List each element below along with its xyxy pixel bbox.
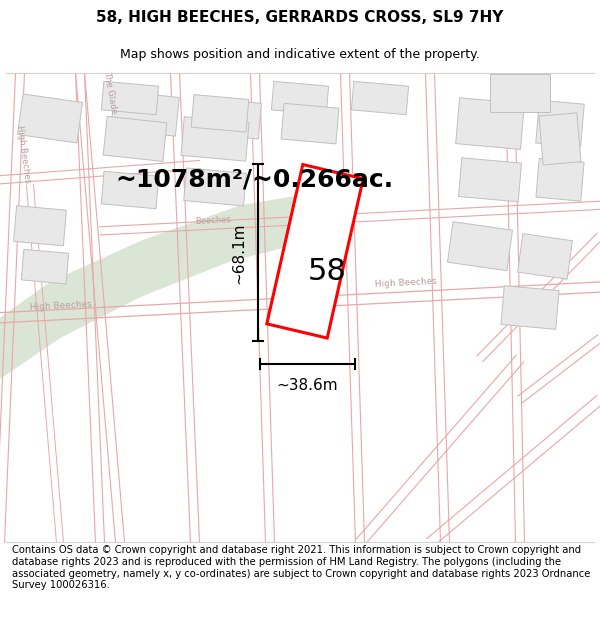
Polygon shape — [101, 171, 159, 209]
Text: The Glade: The Glade — [102, 71, 118, 115]
Polygon shape — [267, 164, 363, 338]
Text: Contains OS data © Crown copyright and database right 2021. This information is : Contains OS data © Crown copyright and d… — [12, 546, 590, 590]
Polygon shape — [490, 74, 550, 112]
Polygon shape — [455, 98, 524, 149]
Polygon shape — [536, 159, 584, 201]
Text: 58: 58 — [308, 258, 346, 286]
Polygon shape — [539, 112, 581, 165]
Polygon shape — [21, 249, 69, 284]
Text: ~1078m²/~0.266ac.: ~1078m²/~0.266ac. — [115, 168, 393, 192]
Polygon shape — [281, 103, 339, 144]
Polygon shape — [184, 168, 246, 206]
Text: High Beeches: High Beeches — [15, 125, 32, 184]
Text: ~38.6m: ~38.6m — [277, 378, 338, 393]
Polygon shape — [14, 206, 67, 246]
Polygon shape — [448, 222, 512, 271]
Polygon shape — [191, 94, 249, 132]
Polygon shape — [17, 94, 82, 143]
Text: High Beeches: High Beeches — [375, 277, 437, 289]
Text: Beeches: Beeches — [195, 215, 232, 226]
Polygon shape — [199, 98, 262, 139]
Polygon shape — [518, 234, 572, 279]
Polygon shape — [103, 116, 167, 161]
Polygon shape — [352, 81, 409, 115]
Polygon shape — [501, 286, 559, 329]
Text: Map shows position and indicative extent of the property.: Map shows position and indicative extent… — [120, 48, 480, 61]
Text: ~68.1m: ~68.1m — [231, 222, 246, 284]
Polygon shape — [101, 81, 158, 115]
Polygon shape — [536, 100, 584, 147]
Polygon shape — [181, 117, 249, 161]
Polygon shape — [0, 190, 350, 379]
Text: High Beeches: High Beeches — [30, 299, 92, 312]
Polygon shape — [458, 158, 521, 202]
Polygon shape — [271, 81, 329, 115]
Text: 58, HIGH BEECHES, GERRARDS CROSS, SL9 7HY: 58, HIGH BEECHES, GERRARDS CROSS, SL9 7H… — [97, 10, 503, 25]
Polygon shape — [110, 91, 179, 136]
